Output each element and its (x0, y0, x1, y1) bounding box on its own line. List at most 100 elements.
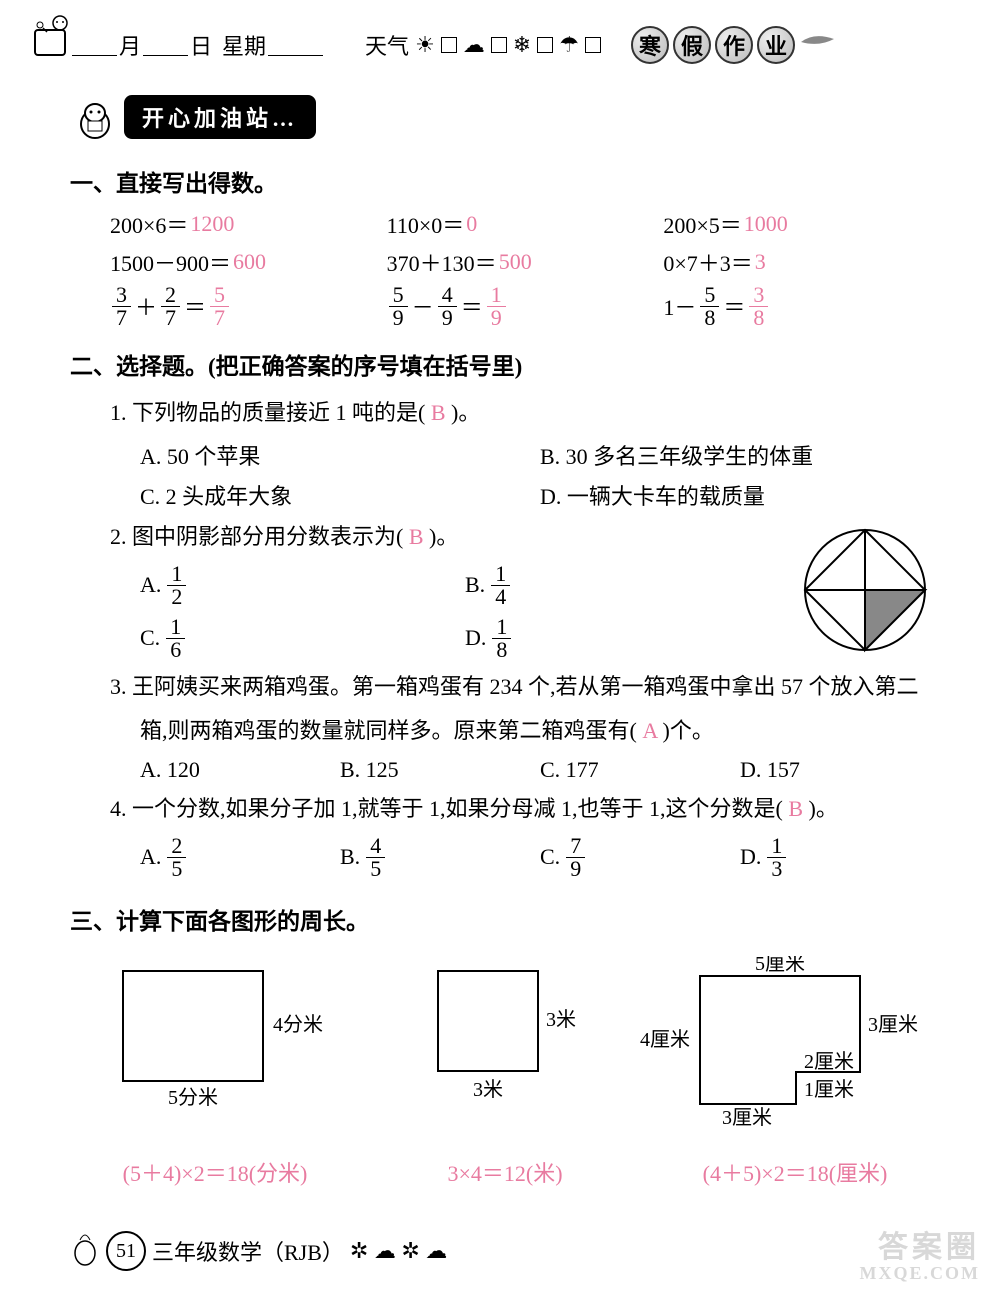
option-c[interactable]: C.79 (540, 831, 740, 884)
svg-text:3米: 3米 (546, 1008, 576, 1031)
q: 200×6＝ (110, 208, 188, 240)
answer: B (788, 796, 803, 821)
fraction: 27 (161, 284, 180, 329)
weather-group: 天气 ☀ ☁ ❄ ☂ (365, 29, 601, 61)
answer: 1200 (190, 211, 234, 237)
q: 1500－900＝ (110, 246, 231, 278)
answer: A (642, 718, 657, 743)
option-a[interactable]: A. 120 (140, 753, 340, 787)
shapes-row: 4分米 5分米 3米 3米 5厘米 4厘米 3厘米 2厘米 1厘米 3厘米 (70, 956, 940, 1126)
badge: 寒 (631, 26, 669, 64)
svg-text:2厘米: 2厘米 (804, 1050, 854, 1073)
answer: B (409, 524, 424, 549)
option-a[interactable]: A.25 (140, 831, 340, 884)
answer-fraction: 19 (487, 284, 506, 329)
answer: 3×4＝12(米) (360, 1156, 650, 1188)
header: 月 日 星期 天气 ☀ ☁ ❄ ☂ 寒 假 作 业 (70, 20, 940, 70)
title-badges: 寒 假 作 业 (631, 26, 795, 64)
question-1: 1. 下列物品的质量接近 1 吨的是( B )。 (110, 391, 940, 435)
q: 0×7＋3＝ (663, 246, 752, 278)
fraction: 59 (389, 284, 408, 329)
weather-checkbox[interactable] (441, 37, 457, 53)
option-b[interactable]: B.14 (465, 559, 790, 612)
fraction: 58 (700, 284, 719, 329)
q4-options: A.25 B.45 C.79 D.13 (140, 831, 940, 884)
calc-row-frac: 37 ＋ 27 ＝ 57 59 － 49 ＝ 19 1－ 58 ＝ 38 (110, 284, 940, 329)
question-2: 2. 图中阴影部分用分数表示为( B )。 (110, 515, 790, 559)
option-b[interactable]: B.45 (340, 831, 540, 884)
option-c[interactable]: C. 177 (540, 753, 740, 787)
option-d[interactable]: D. 157 (740, 753, 940, 787)
answer-fraction: 57 (210, 284, 229, 329)
question-3-cont: 箱,则两箱鸡蛋的数量就同样多。原来第二箱鸡蛋有( A )个。 (140, 709, 940, 753)
svg-text:4厘米: 4厘米 (640, 1028, 690, 1051)
question-4: 4. 一个分数,如果分子加 1,就等于 1,如果分母减 1,也等于 1,这个分数… (110, 787, 940, 831)
answer: 500 (499, 249, 532, 275)
q2-figure (790, 515, 940, 665)
day-label: 日 (190, 29, 212, 61)
svg-text:5厘米: 5厘米 (755, 956, 805, 975)
weather-checkbox[interactable] (537, 37, 553, 53)
footer-decoration-icon (70, 1228, 100, 1274)
answer: 600 (233, 249, 266, 275)
section-banner-wrap: 开心加油站… (70, 95, 940, 146)
svg-text:4分米: 4分米 (273, 1013, 323, 1036)
fraction: 49 (438, 284, 457, 329)
svg-text:3厘米: 3厘米 (722, 1106, 772, 1126)
page-footer: 51 三年级数学（RJB） ✲ ☁ ✲ ☁ (70, 1228, 447, 1274)
shape-2: 3米 3米 (355, 956, 640, 1126)
option-c[interactable]: C. 2 头成年大象 (140, 475, 540, 515)
rain-icon: ☂ (559, 32, 579, 58)
option-a[interactable]: A. 50 个苹果 (140, 435, 540, 475)
sun-icon: ☀ (415, 32, 435, 58)
footer-text: 三年级数学（RJB） (152, 1235, 344, 1267)
weather-checkbox[interactable] (491, 37, 507, 53)
q: 110×0＝ (387, 208, 465, 240)
page-number: 51 (106, 1231, 146, 1271)
weekday-blank[interactable] (268, 34, 323, 56)
option-d[interactable]: D.18 (465, 612, 790, 665)
corner-decoration-icon (30, 15, 80, 66)
svg-text:3米: 3米 (473, 1078, 503, 1101)
answer: (5＋4)×2＝18(分米) (70, 1156, 360, 1188)
answer-fraction: 38 (749, 284, 768, 329)
option-d[interactable]: D.13 (740, 831, 940, 884)
weather-checkbox[interactable] (585, 37, 601, 53)
option-d[interactable]: D. 一辆大卡车的载质量 (540, 475, 940, 515)
answer: 1000 (744, 211, 788, 237)
answer: 3 (755, 249, 766, 275)
badge: 假 (673, 26, 711, 64)
shape-1: 4分米 5分米 (70, 956, 355, 1126)
day-blank[interactable] (143, 34, 188, 56)
option-c[interactable]: C.16 (140, 612, 465, 665)
answer: (4＋5)×2＝18(厘米) (650, 1156, 940, 1188)
badge: 作 (715, 26, 753, 64)
badge: 业 (757, 26, 795, 64)
fraction: 37 (112, 284, 131, 329)
snow-icon: ❄ (513, 32, 531, 58)
svg-text:3厘米: 3厘米 (868, 1013, 918, 1036)
weather-label: 天气 (365, 29, 409, 61)
month-label: 月 (119, 29, 141, 61)
q1-options: A. 50 个苹果 B. 30 多名三年级学生的体重 C. 2 头成年大象 D.… (140, 435, 940, 515)
penguin-icon (70, 128, 124, 145)
option-b[interactable]: B. 125 (340, 753, 540, 787)
shape-3: 5厘米 4厘米 3厘米 2厘米 1厘米 3厘米 (640, 956, 940, 1126)
watermark: 答案圈 MXQE.COM (860, 1231, 980, 1284)
section-banner: 开心加油站… (124, 95, 316, 139)
section3-title: 三、计算下面各图形的周长。 (70, 902, 940, 936)
answer: B (431, 400, 446, 425)
calc-row: 1500－900＝600 370＋130＝500 0×7＋3＝3 (110, 246, 940, 278)
option-a[interactable]: A.12 (140, 559, 465, 612)
q3-options: A. 120 B. 125 C. 177 D. 157 (140, 753, 940, 787)
weekday-label: 星期 (222, 29, 266, 61)
q2-options: A.12 B.14 C.16 D.18 (140, 559, 790, 665)
worksheet-page: 月 日 星期 天气 ☀ ☁ ❄ ☂ 寒 假 作 业 (0, 0, 1000, 1304)
section2-title: 二、选择题。(把正确答案的序号填在括号里) (70, 347, 940, 381)
shape-answers: (5＋4)×2＝18(分米) 3×4＝12(米) (4＋5)×2＝18(厘米) (70, 1156, 940, 1188)
option-b[interactable]: B. 30 多名三年级学生的体重 (540, 435, 940, 475)
answer: 0 (466, 211, 477, 237)
leaf-icon (799, 27, 839, 63)
calc-row: 200×6＝1200 110×0＝0 200×5＝1000 (110, 208, 940, 240)
q: 370＋130＝ (387, 246, 497, 278)
